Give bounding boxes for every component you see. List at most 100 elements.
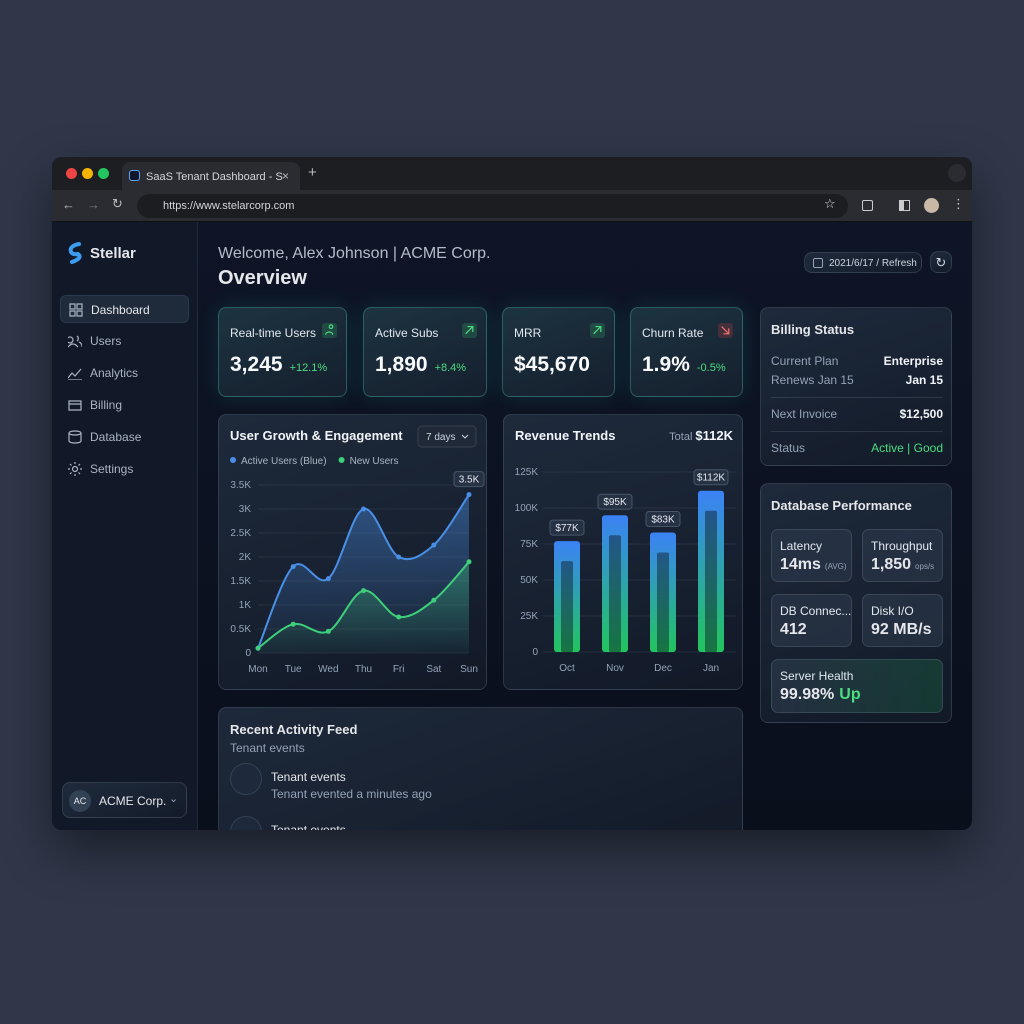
nav-item[interactable]: Billing [60,391,189,419]
billing-value: Enterprise [883,354,943,368]
billing-row: Current Plan Enterprise [771,354,943,368]
chart-title: Revenue Trends [515,428,615,443]
bar-core [561,561,573,652]
nav-icon [68,335,82,348]
close-dot[interactable] [66,168,77,179]
bar [602,515,628,652]
value-label-box [597,493,633,510]
point [290,621,296,627]
org-initials: AC [73,796,87,806]
billing-row: Next Invoice $12,500 [771,407,943,421]
new-tab[interactable]: + [308,164,317,181]
url: https://www.stelarcorp.com [163,200,295,212]
maximize-dot[interactable] [98,168,109,179]
icon-path [325,324,334,335]
health: Good [913,441,943,455]
url-field[interactable]: https://www.stelarcorp.com [137,194,848,218]
database-card: Database Performance Latency 14ms (AVG) Thr… [760,483,952,723]
x-tick-label: Wed [318,664,338,675]
x-tick-label: Nov [606,663,624,674]
y-tick-label: 3.5K [230,480,251,491]
legend-label: Active Users (Blue) [241,456,327,467]
logo [68,242,82,264]
chevron [461,434,469,439]
y-tick-label: 0 [245,648,251,659]
activity-icon [230,816,262,830]
profile[interactable] [924,198,939,213]
point [361,506,366,512]
y-tick-label: 2K [239,552,252,563]
line-chart-card: User Growth & Engagement 7 days Active Use… [218,414,487,690]
reload[interactable]: ↻ [112,196,123,211]
chevron: ⌄ [169,793,179,805]
address-bar: ← → ↻ https://www.stelarcorp.com ☆ ⋮ [52,190,972,222]
minimize-dot[interactable] [82,168,93,179]
bar [698,490,724,652]
activity-title: Tenant events [271,770,346,784]
sidepanel[interactable] [899,200,910,211]
browser-window: SaaS Tenant Dashboard - S × + ← → ↻ http… [52,157,972,830]
chart-title: User Growth & Engagement [230,428,403,443]
nav-label: Billing [90,398,123,412]
metric-label: Throughput [871,539,933,553]
tab[interactable]: SaaS Tenant Dashboard - S × [122,162,300,190]
kpi-value-row: 3,245 +12.1% [230,353,327,377]
icon [325,324,334,335]
nav-item[interactable]: Database [60,423,189,451]
x-tick-label: Thu [355,664,372,675]
value-label-box [549,519,585,536]
area [258,561,469,653]
range-dropdown[interactable] [417,425,477,448]
kpi-value-row: 1.9% -0.5% [642,353,726,377]
separator [771,397,943,398]
icon [465,326,474,335]
nav-item[interactable]: Analytics [60,359,189,387]
extensions[interactable] [862,200,873,211]
tab-menu[interactable] [948,164,966,182]
value-label-box [645,510,681,527]
nav-item[interactable]: Users [60,327,189,355]
x-tick-label: Sun [460,664,478,675]
kpi-card: Churn Rate 1.9% -0.5% [630,307,743,397]
menu[interactable]: ⋮ [952,196,965,211]
x-tick-label: Sat [426,664,441,675]
total-value: $112K [695,428,733,443]
icon [69,303,83,317]
x-tick-label: Dec [654,663,672,674]
y-tick-label: 1.5K [230,576,251,587]
back[interactable]: ← [62,197,75,212]
kpi-value-row: 1,890 +8.4% [375,353,466,377]
kpi-icon [322,323,337,338]
date-button[interactable]: 2021/6/17 / Refresh [804,252,922,273]
metric-value-row: 412 [780,621,807,639]
legend-label: New Users [350,456,399,467]
activity-card: Recent Activity Feed Tenant events Tenan… [218,707,743,830]
icon [68,462,82,476]
kpi-value: 3,245 [230,353,283,376]
nav-icon [68,430,82,444]
value-label: $83K [651,514,675,525]
forward[interactable]: → [87,197,100,212]
x-tick-label: Oct [559,663,575,674]
bookmark[interactable]: ☆ [824,196,836,211]
nav-label: Dashboard [91,303,150,317]
metric-value: 99.98% [780,686,835,703]
billing-value: Jan 15 [905,373,943,387]
bar-core [705,510,717,652]
value-label: $77K [555,523,579,534]
icon [68,335,82,348]
nav-item[interactable]: Settings [60,455,189,483]
kpi-icon [462,323,477,338]
total-label: Total [669,431,692,443]
refresh-button[interactable]: ↻ [930,251,952,273]
y-tick-label: 75K [520,539,538,550]
value-label: $112K [697,473,726,484]
nav-label: Settings [90,462,134,476]
org-switcher[interactable]: AC ACME Corp. ⌄ [62,782,187,818]
metric-value-row: 99.98% Up [780,686,861,704]
nav-item[interactable]: Dashboard [60,295,189,323]
metric-label: Latency [780,539,823,553]
icon [593,326,602,335]
tab-close[interactable]: × [282,169,290,183]
